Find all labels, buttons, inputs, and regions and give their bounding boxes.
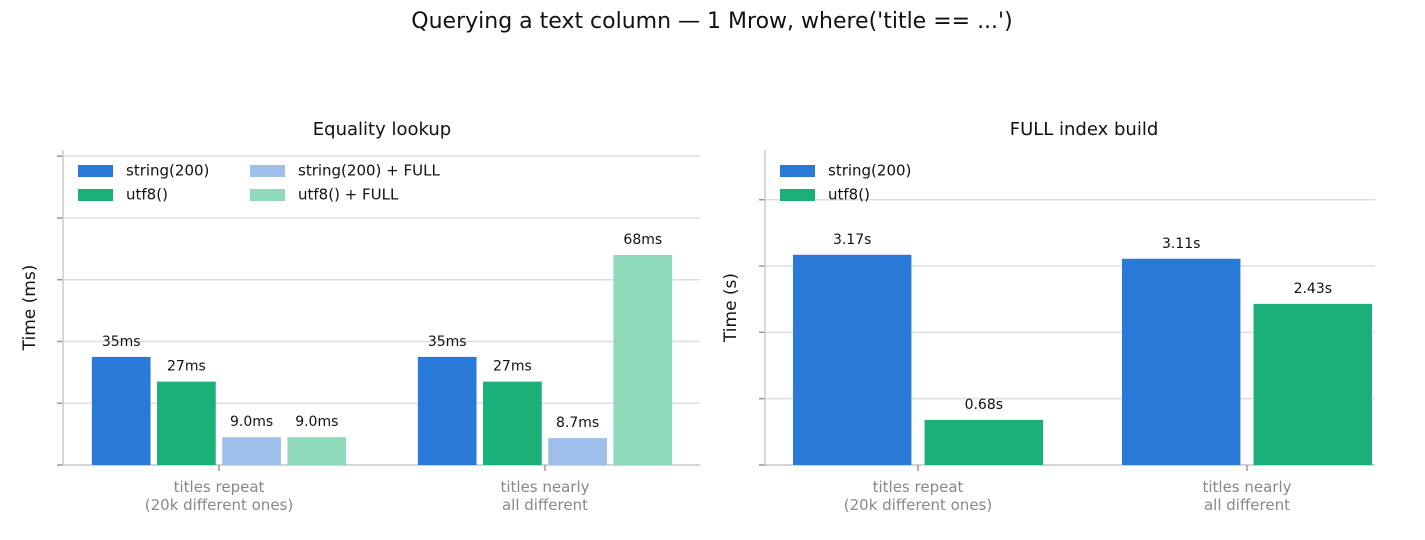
legend-label: utf8() [126, 186, 168, 204]
bar [222, 437, 281, 465]
legend-swatch [78, 165, 113, 177]
legend-swatch [780, 189, 815, 201]
value-label: 3.11s [1162, 236, 1200, 252]
value-label: 35ms [102, 334, 141, 350]
bar [287, 437, 347, 465]
bar [792, 254, 912, 465]
subplot-title: Equality lookup [313, 119, 451, 140]
legend-label: utf8() [828, 186, 870, 204]
value-label: 0.68s [965, 397, 1003, 413]
bar [157, 381, 216, 465]
bar [417, 356, 477, 465]
value-label: 3.17s [833, 232, 871, 248]
x-tick-label: titles repeat (20k different ones) [844, 478, 992, 514]
subplot-title: FULL index build [1010, 119, 1159, 140]
bar [613, 255, 673, 465]
x-tick-label: titles nearly all different [1202, 478, 1291, 514]
value-label: 9.0ms [230, 414, 273, 430]
value-label: 2.43s [1294, 281, 1332, 297]
legend-label: string(200) [126, 162, 209, 180]
y-axis-label: Time (ms) [20, 265, 40, 352]
legend-swatch [250, 165, 285, 177]
bar [548, 438, 607, 465]
value-label: 8.7ms [556, 415, 599, 431]
x-tick-label: titles nearly all different [500, 478, 589, 514]
legend-swatch [780, 165, 815, 177]
x-tick-label: titles repeat (20k different ones) [145, 478, 293, 514]
value-label: 9.0ms [295, 414, 338, 430]
value-label: 68ms [623, 232, 662, 248]
value-label: 27ms [167, 359, 206, 375]
figure-title: Querying a text column — 1 Mrow, where('… [411, 9, 1012, 34]
y-axis-label: Time (s) [721, 273, 741, 343]
legend-label: utf8() + FULL [298, 186, 399, 204]
value-label: 35ms [428, 334, 467, 350]
legend-label: string(200) + FULL [298, 162, 440, 180]
bar [483, 381, 542, 465]
bar [91, 356, 151, 465]
bar [924, 419, 1044, 465]
legend-label: string(200) [828, 162, 911, 180]
legend-swatch [78, 189, 113, 201]
bar [1121, 258, 1241, 465]
legend-swatch [250, 189, 285, 201]
bar [1253, 303, 1373, 465]
value-label: 27ms [493, 359, 532, 375]
